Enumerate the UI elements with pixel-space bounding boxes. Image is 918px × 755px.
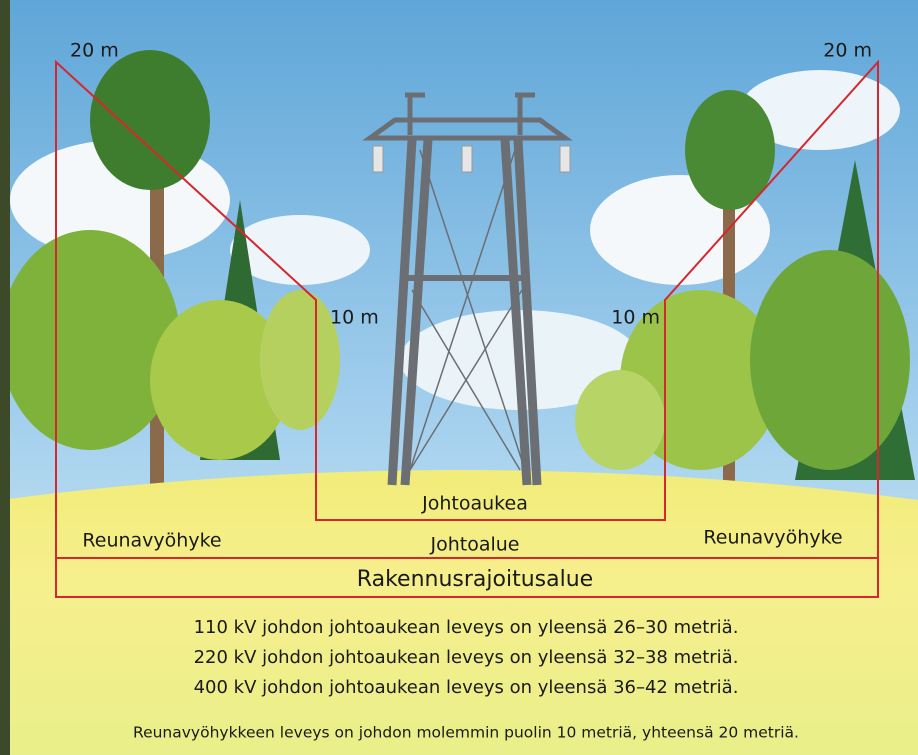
- background: [0, 0, 918, 755]
- zone-label: Reunavyöhyke: [82, 530, 221, 552]
- note: 110 kV johdon johtoaukean leveys on ylee…: [194, 617, 739, 638]
- note: 400 kV johdon johtoaukean leveys on ylee…: [194, 677, 739, 698]
- footnote: Reunavyöhykkeen leveys on johdon molemmi…: [133, 724, 799, 742]
- zone-label: Reunavyöhyke: [703, 527, 842, 549]
- note: 220 kV johdon johtoaukean leveys on ylee…: [194, 647, 739, 668]
- width-label: 10 m: [330, 307, 379, 329]
- width-label: 20 m: [70, 40, 119, 62]
- zone-label: Rakennusrajoitusalue: [357, 567, 593, 592]
- illustration: 20 m 20 m 10 m 10 m Johtoaukea Reunavyöh…: [0, 0, 918, 755]
- zone-label: Johtoaukea: [421, 493, 528, 515]
- zone-label: Johtoalue: [430, 534, 520, 556]
- width-label: 20 m: [823, 40, 872, 62]
- width-label: 10 m: [611, 307, 660, 329]
